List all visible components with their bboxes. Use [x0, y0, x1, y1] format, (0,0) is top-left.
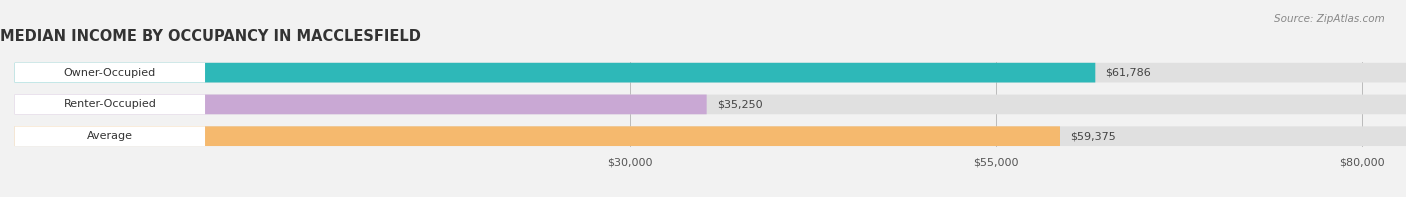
FancyBboxPatch shape [14, 126, 1406, 146]
FancyBboxPatch shape [14, 63, 1406, 83]
Text: $61,786: $61,786 [1105, 68, 1152, 78]
Text: $59,375: $59,375 [1070, 131, 1116, 141]
Text: MEDIAN INCOME BY OCCUPANCY IN MACCLESFIELD: MEDIAN INCOME BY OCCUPANCY IN MACCLESFIE… [0, 29, 420, 44]
FancyBboxPatch shape [14, 63, 205, 83]
FancyBboxPatch shape [14, 95, 707, 114]
FancyBboxPatch shape [14, 95, 205, 114]
Text: Renter-Occupied: Renter-Occupied [63, 99, 156, 109]
Text: Owner-Occupied: Owner-Occupied [63, 68, 156, 78]
FancyBboxPatch shape [14, 126, 205, 146]
Text: $35,250: $35,250 [717, 99, 762, 109]
FancyBboxPatch shape [14, 126, 1060, 146]
Text: Source: ZipAtlas.com: Source: ZipAtlas.com [1274, 14, 1385, 24]
FancyBboxPatch shape [14, 63, 1095, 83]
FancyBboxPatch shape [14, 95, 1406, 114]
Text: Average: Average [87, 131, 132, 141]
